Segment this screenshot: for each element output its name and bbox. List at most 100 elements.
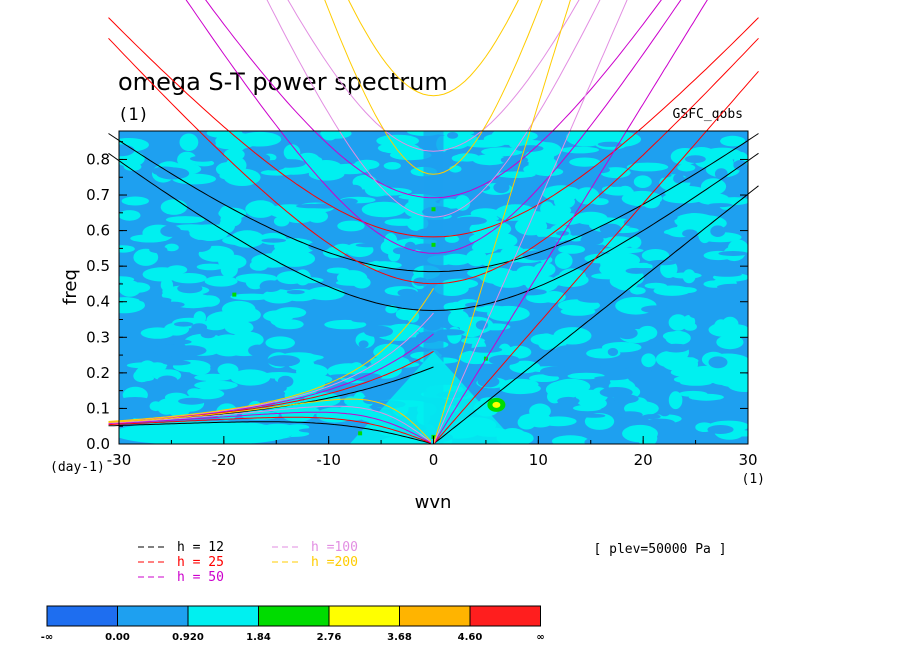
colorbar-swatch [46, 605, 118, 627]
dispersion-curve-h100-3 [287, 0, 580, 152]
power-blob [670, 272, 702, 279]
x-tick-label: 30 [738, 451, 757, 469]
y-tick-label: 0.6 [86, 222, 110, 240]
colorbar-swatch [328, 605, 400, 627]
power-blob [439, 198, 460, 206]
power-blob [270, 313, 286, 326]
power-blob [395, 308, 416, 321]
power-blob [187, 362, 211, 376]
power-blob [556, 230, 570, 236]
power-blob [661, 428, 688, 436]
power-blob [122, 350, 156, 360]
power-blob [376, 134, 420, 147]
power-blob [403, 200, 428, 218]
power-blob [185, 295, 203, 307]
power-blob [501, 402, 521, 410]
power-blob [599, 223, 622, 235]
power-blob [177, 283, 203, 294]
power-blob [517, 415, 536, 430]
legend-label: h = 12 [177, 540, 224, 555]
power-blob [346, 184, 363, 195]
power-blob [286, 290, 305, 295]
power-blob [296, 203, 327, 209]
power-blob [516, 265, 539, 280]
power-blob [505, 345, 532, 359]
power-blob [215, 132, 258, 150]
power-blob [711, 410, 731, 420]
power-blob [569, 136, 593, 143]
power-blob [624, 366, 652, 377]
power-blob [283, 144, 301, 161]
power-blob [623, 217, 650, 228]
power-blob [621, 190, 663, 207]
power-blob [164, 243, 179, 252]
y-tick-label: 0.5 [86, 257, 110, 275]
power-blob [193, 311, 206, 325]
legend-label: h =200 [311, 555, 358, 570]
power-blob [540, 157, 558, 171]
power-blob [708, 356, 728, 369]
colorbar-label: 1.84 [246, 632, 271, 643]
power-blob [733, 160, 748, 171]
power-blob [553, 327, 592, 345]
power-blob [273, 216, 290, 227]
power-blob [326, 267, 350, 274]
power-blob [558, 245, 586, 254]
power-blob [119, 397, 151, 405]
colorbar: -∞ 0.00 0.920 1.84 2.76 3.68 4.60 ∞ [41, 605, 545, 643]
power-blob [324, 319, 367, 330]
power-blob [616, 327, 638, 340]
low-frequency-wedge [349, 351, 518, 444]
colorbar-swatch [258, 605, 330, 627]
power-blob [642, 414, 661, 420]
power-blob [119, 297, 145, 314]
legend-label: h = 25 [177, 555, 224, 570]
power-blob [618, 185, 633, 195]
power-blob [668, 314, 688, 331]
dispersion-curve-h50-0 [433, 0, 708, 445]
power-blob [142, 267, 182, 282]
power-blob [230, 230, 265, 248]
power-blob [613, 394, 639, 404]
power-blob [137, 375, 154, 382]
power-blob [344, 143, 376, 148]
dispersion-curve-h200-3 [348, 0, 519, 97]
power-blob [562, 175, 593, 188]
y-tick-label: 0.7 [86, 186, 110, 204]
legend-label: h =100 [311, 540, 358, 555]
power-blob [119, 144, 135, 157]
dispersion-curves [108, 0, 759, 445]
spectral-spot [431, 242, 436, 247]
power-blob [157, 375, 178, 386]
x-tick-label: -30 [107, 451, 132, 469]
power-blob [569, 157, 601, 167]
power-blob [119, 245, 135, 253]
power-blob [200, 329, 216, 339]
power-blob [528, 160, 549, 168]
power-blob [493, 181, 510, 194]
power-blob [717, 296, 734, 304]
y-axis: 0.0 0.1 0.2 0.3 0.4 0.5 0.6 0.7 0.8 [86, 141, 748, 453]
power-blob [685, 155, 706, 164]
power-blob [159, 339, 192, 345]
power-blob [406, 215, 429, 232]
power-blob [515, 145, 544, 152]
power-blob [271, 246, 300, 265]
colorbar-label: ∞ [536, 632, 544, 643]
chart-title: omega S-T power spectrum [118, 68, 448, 96]
power-blob [557, 396, 580, 405]
x-tick-label: -20 [212, 451, 237, 469]
power-blob [721, 316, 739, 332]
power-blob [188, 239, 212, 252]
power-blob [631, 271, 644, 285]
power-blob [658, 405, 671, 417]
y-tick-label: 0.0 [86, 435, 110, 453]
power-blob [542, 212, 585, 226]
power-blob [358, 340, 369, 349]
power-blob [509, 360, 541, 374]
power-blob [449, 165, 462, 173]
power-blob [581, 413, 606, 418]
spectral-spot [358, 431, 363, 436]
power-blob [298, 371, 315, 378]
y-tick-label: 0.2 [86, 364, 110, 382]
